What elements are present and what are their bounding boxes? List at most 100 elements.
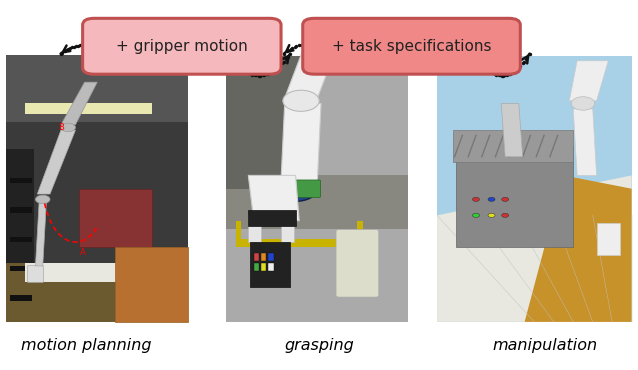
Point bbox=[320, 50, 330, 56]
Point bbox=[251, 73, 262, 78]
Bar bbox=[10, 295, 32, 300]
Polygon shape bbox=[524, 175, 632, 322]
Bar bbox=[226, 229, 408, 322]
Bar bbox=[6, 149, 34, 322]
Point bbox=[73, 43, 83, 48]
Point bbox=[248, 72, 258, 78]
Point bbox=[524, 51, 535, 57]
Bar bbox=[235, 239, 363, 247]
Point bbox=[332, 62, 342, 68]
Point bbox=[287, 45, 297, 51]
Point bbox=[267, 69, 277, 75]
Bar bbox=[269, 253, 274, 260]
Point bbox=[501, 72, 512, 78]
Bar bbox=[261, 253, 267, 260]
Bar bbox=[597, 223, 620, 255]
Point bbox=[283, 47, 293, 53]
Bar bbox=[357, 221, 363, 247]
Point bbox=[91, 43, 101, 49]
Bar bbox=[115, 247, 188, 322]
Circle shape bbox=[473, 197, 479, 201]
Point bbox=[481, 65, 491, 71]
Point bbox=[71, 43, 81, 49]
Point bbox=[307, 43, 317, 48]
Bar bbox=[24, 263, 170, 282]
Text: manipulation: manipulation bbox=[493, 338, 598, 353]
Point bbox=[274, 64, 284, 70]
Point bbox=[281, 56, 292, 62]
Point bbox=[80, 42, 91, 48]
Bar bbox=[281, 215, 293, 242]
FancyBboxPatch shape bbox=[302, 18, 521, 74]
Point bbox=[505, 71, 515, 77]
Point bbox=[308, 43, 318, 49]
Point bbox=[522, 54, 532, 60]
Point bbox=[242, 69, 252, 75]
Point bbox=[98, 46, 108, 52]
Bar bbox=[6, 56, 188, 322]
Point bbox=[112, 56, 122, 62]
Point bbox=[487, 69, 497, 75]
Point bbox=[68, 44, 78, 50]
Point bbox=[243, 70, 253, 76]
Point bbox=[302, 42, 313, 48]
Point bbox=[119, 64, 130, 70]
Point bbox=[238, 67, 248, 73]
Point bbox=[56, 51, 66, 57]
Point bbox=[311, 44, 321, 50]
Point bbox=[246, 71, 256, 77]
Point bbox=[61, 47, 71, 53]
Bar bbox=[10, 178, 32, 184]
Point bbox=[494, 73, 505, 78]
Point bbox=[279, 51, 289, 57]
Polygon shape bbox=[281, 104, 321, 181]
Bar bbox=[226, 56, 408, 322]
Point bbox=[110, 54, 121, 60]
Point bbox=[67, 44, 77, 50]
Point bbox=[258, 73, 268, 78]
Point bbox=[234, 64, 244, 70]
Point bbox=[88, 43, 98, 48]
Point bbox=[100, 47, 110, 53]
Point bbox=[115, 60, 126, 65]
Bar bbox=[452, 130, 574, 162]
Point bbox=[104, 50, 114, 56]
Point bbox=[304, 42, 314, 48]
Bar bbox=[226, 56, 317, 189]
Point bbox=[96, 45, 106, 51]
Point bbox=[265, 70, 276, 75]
Point bbox=[290, 44, 300, 50]
Point bbox=[84, 42, 94, 48]
FancyBboxPatch shape bbox=[82, 18, 281, 74]
Point bbox=[235, 65, 246, 71]
Point bbox=[254, 73, 264, 78]
Point bbox=[484, 68, 494, 74]
Point bbox=[299, 42, 309, 48]
Point bbox=[92, 44, 102, 50]
Bar bbox=[235, 221, 241, 247]
Text: grasping: grasping bbox=[284, 338, 354, 353]
Point bbox=[510, 67, 521, 73]
Point bbox=[312, 45, 322, 51]
Bar bbox=[10, 266, 32, 271]
Point bbox=[279, 59, 289, 65]
Point bbox=[278, 60, 288, 66]
Polygon shape bbox=[437, 175, 632, 322]
Point bbox=[285, 51, 295, 57]
Bar bbox=[437, 56, 632, 322]
Point bbox=[504, 71, 514, 77]
Point bbox=[480, 64, 490, 70]
Point bbox=[263, 71, 273, 77]
Point bbox=[286, 46, 296, 52]
Point bbox=[507, 70, 517, 75]
Point bbox=[269, 67, 279, 73]
Point bbox=[94, 44, 105, 50]
Point bbox=[519, 59, 529, 65]
Point bbox=[259, 72, 269, 78]
Text: + task specifications: + task specifications bbox=[332, 39, 491, 54]
Bar bbox=[248, 215, 261, 242]
Point bbox=[102, 49, 112, 55]
Circle shape bbox=[283, 90, 319, 111]
Point bbox=[319, 49, 329, 55]
Point bbox=[57, 50, 67, 56]
